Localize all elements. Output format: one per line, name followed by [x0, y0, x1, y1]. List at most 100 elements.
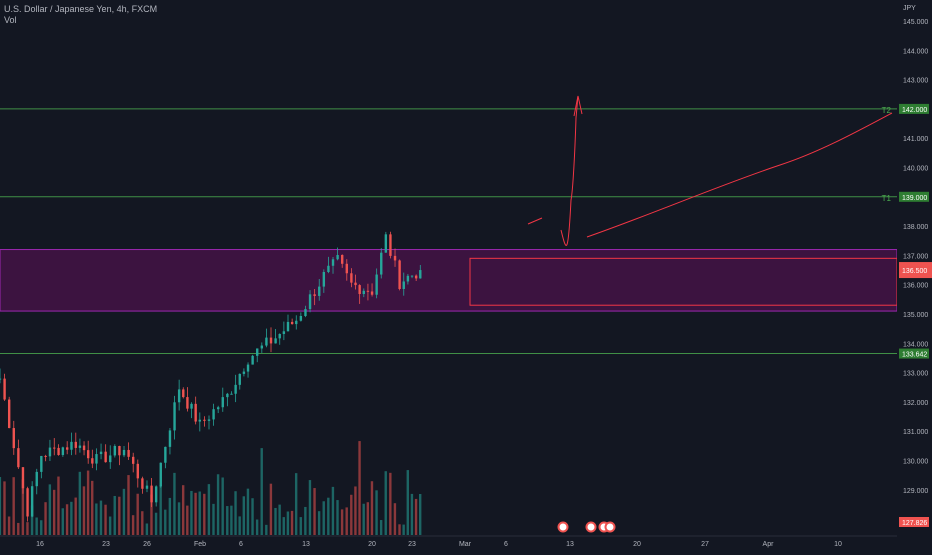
candle-body [177, 389, 181, 403]
symbol-title: U.S. Dollar / Japanese Yen, 4h, FXCM [4, 4, 158, 14]
projection-arrowhead [573, 95, 583, 117]
volume-bar [113, 495, 116, 535]
volume-bar [418, 493, 422, 535]
volume-bar [230, 505, 233, 535]
volume-bar [212, 503, 215, 535]
level-tag: T1 [882, 194, 892, 203]
price-tick: 137.000 [903, 253, 928, 260]
low-price-box [899, 517, 929, 527]
volume-bar [173, 472, 176, 535]
candle-body [44, 455, 47, 457]
time-label: 6 [239, 541, 243, 548]
time-label: 20 [633, 541, 641, 548]
volume-bar [402, 524, 405, 535]
time-label: Mar [459, 541, 472, 548]
candle-body [251, 355, 254, 365]
volume-bar [17, 522, 20, 535]
candle-body [299, 315, 303, 321]
candle-body [168, 430, 172, 447]
volume-bar [406, 470, 409, 535]
candle-body [53, 447, 56, 449]
volume-bar [350, 494, 353, 535]
volume-bar [30, 505, 34, 535]
volume-bar [246, 488, 250, 535]
volume-bar [40, 520, 43, 535]
candle-body [269, 337, 273, 344]
candle-body [118, 446, 121, 456]
price-tick: 136.000 [903, 283, 928, 290]
volume-bar [384, 471, 387, 535]
price-tick: 133.000 [903, 371, 928, 378]
volume-bar [65, 504, 69, 535]
candle-body [238, 373, 241, 385]
volume-bar [44, 502, 47, 535]
candle-body [345, 263, 348, 274]
candle-body [295, 320, 298, 325]
volume-bar [21, 479, 25, 535]
volume-bar [99, 500, 103, 535]
volume-bar [255, 519, 259, 535]
candle-body [141, 478, 144, 489]
volume-bar [145, 523, 149, 535]
candle-body [164, 446, 167, 463]
price-tick: 144.000 [903, 48, 928, 55]
volume-bar [194, 492, 197, 535]
volume-bar [131, 515, 135, 535]
candle-body [358, 285, 361, 295]
volume-bar [278, 504, 281, 535]
candle-body [278, 333, 281, 339]
candle-body [21, 467, 25, 489]
volume-bar [7, 516, 11, 535]
volume-bar [177, 502, 181, 535]
candle-body [308, 294, 312, 310]
level-price-label: 142.000 [902, 107, 927, 114]
volume-bar [265, 524, 268, 535]
volume-bar [362, 503, 365, 535]
candle-body [190, 403, 193, 409]
volume-bar [366, 502, 370, 535]
time-label: 27 [701, 541, 709, 548]
candle-body [286, 321, 290, 332]
time-label: 6 [504, 541, 508, 548]
time-label: 13 [566, 541, 574, 548]
candle-body [207, 419, 211, 421]
price-tick: 134.000 [903, 341, 928, 348]
candle-body [389, 234, 392, 256]
candle-body [256, 348, 259, 356]
volume-bar [86, 470, 90, 535]
candle-body [173, 402, 176, 431]
volume-bar [398, 524, 401, 535]
volume-bar [198, 491, 201, 535]
candle-body [17, 448, 20, 468]
current-price-label: 136.500 [902, 268, 927, 275]
candle-body [182, 389, 185, 398]
candle-body [398, 260, 401, 289]
price-tick: 129.000 [903, 488, 928, 495]
candle-body [3, 378, 6, 400]
candle-body [127, 449, 130, 457]
zone-rect [0, 249, 898, 312]
level-price-label: 133.642 [902, 352, 927, 359]
candle-body [95, 454, 98, 464]
volume-bar [221, 477, 224, 535]
candle-body [336, 255, 339, 260]
candle-body [65, 447, 69, 450]
price-tick: 138.000 [903, 224, 928, 231]
volume-bar [150, 494, 153, 535]
volume-bar [304, 506, 307, 535]
volume-bar [3, 481, 6, 535]
event-marker-icon [604, 521, 616, 533]
volume-bar [35, 517, 38, 535]
price-tick: 143.000 [903, 78, 928, 85]
candle-body [375, 274, 378, 295]
volume-bar [216, 474, 220, 535]
candle-body [30, 486, 34, 517]
candle-body [370, 291, 374, 295]
candle-body [78, 445, 82, 448]
candle-body [122, 449, 126, 456]
volume-bar [410, 493, 414, 535]
candle-body [159, 462, 162, 487]
volume-bar [61, 508, 64, 535]
